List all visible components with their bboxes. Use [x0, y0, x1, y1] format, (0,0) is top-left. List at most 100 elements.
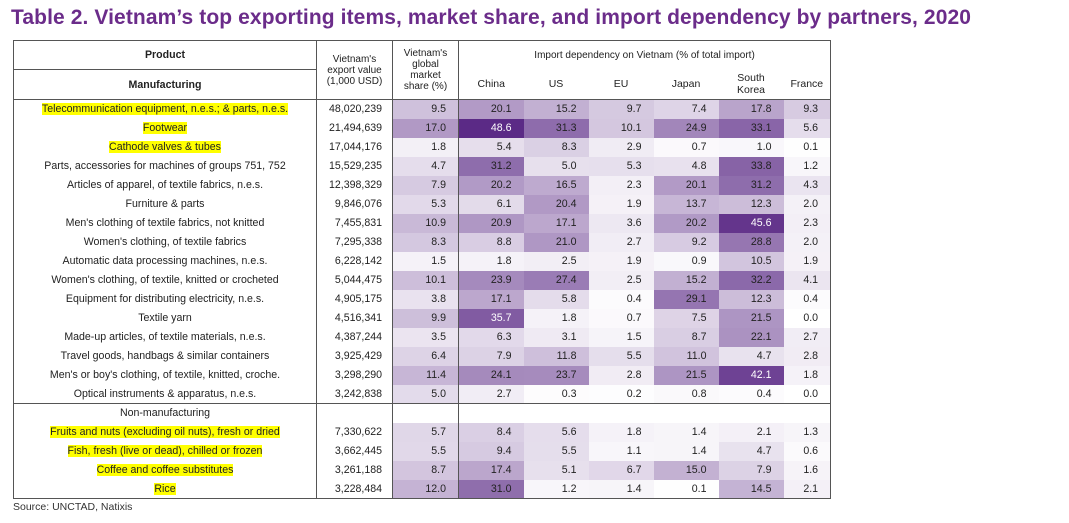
dependency-cell: 23.9: [458, 270, 524, 290]
dependency-cell: 1.3: [783, 422, 832, 442]
market-share-cell: 10.9: [392, 213, 459, 233]
dependency-cell: 0.7: [653, 137, 719, 157]
table-row: Travel goods, handbags & similar contain…: [13, 346, 832, 366]
dependency-cell: 4.8: [653, 156, 719, 176]
table-row: Parts, accessories for machines of group…: [13, 156, 832, 176]
dependency-cell: 2.7: [783, 327, 832, 347]
dependency-cell: 33.8: [718, 156, 784, 176]
table-title: Table 2. Vietnam’s top exporting items, …: [11, 6, 972, 29]
market-share-cell: 5.7: [392, 422, 459, 442]
header-partner-japan: Japan: [653, 69, 719, 100]
product-cell: Fish, fresh (live or dead), chilled or f…: [13, 441, 317, 461]
dependency-cell: 32.2: [718, 270, 784, 290]
dependency-cell: 0.0: [783, 308, 832, 328]
dependency-cell: 5.5: [523, 441, 589, 461]
export-value-cell: 6,228,142: [316, 251, 393, 271]
product-cell: Rice: [13, 479, 317, 499]
dependency-cell: 8.3: [523, 137, 589, 157]
empty-cell: [392, 403, 459, 423]
section-manufacturing: Manufacturing: [13, 69, 317, 100]
dependency-cell: 1.8: [523, 308, 589, 328]
dependency-cell: 15.0: [653, 460, 719, 480]
header-partner-china: China: [458, 69, 524, 100]
market-share-cell: 11.4: [392, 365, 459, 385]
dependency-cell: 9.4: [458, 441, 524, 461]
dependency-cell: 42.1: [718, 365, 784, 385]
dependency-cell: 2.7: [458, 384, 524, 404]
table-row: Fruits and nuts (excluding oil nuts), fr…: [13, 422, 832, 442]
dependency-cell: 31.0: [458, 479, 524, 499]
data-table: Product Vietnam's export value (1,000 US…: [13, 40, 832, 499]
table-row: Men's clothing of textile fabrics, not k…: [13, 213, 832, 233]
product-name: Men's or boy's clothing, of textile, kni…: [49, 369, 281, 381]
product-cell: Furniture & parts: [13, 194, 317, 214]
market-share-cell: 7.9: [392, 175, 459, 195]
dependency-cell: 1.8: [783, 365, 832, 385]
header-partner-france: France: [783, 69, 832, 100]
dependency-cell: 1.4: [588, 479, 654, 499]
dependency-cell: 48.6: [458, 118, 524, 138]
dependency-cell: 2.3: [588, 175, 654, 195]
product-cell: Equipment for distributing electricity, …: [13, 289, 317, 309]
dependency-cell: 17.8: [718, 99, 784, 119]
product-cell: Fruits and nuts (excluding oil nuts), fr…: [13, 422, 317, 442]
export-value-cell: 3,925,429: [316, 346, 393, 366]
dependency-cell: 2.9: [588, 137, 654, 157]
dependency-cell: 5.4: [458, 137, 524, 157]
product-cell: Telecommunication equipment, n.e.s.; & p…: [13, 99, 317, 119]
dependency-cell: 6.3: [458, 327, 524, 347]
dependency-cell: 7.9: [458, 346, 524, 366]
market-share-cell: 3.8: [392, 289, 459, 309]
table-row: Coffee and coffee substitutes 3,261,188 8.…: [13, 460, 832, 480]
export-value-cell: 3,261,188: [316, 460, 393, 480]
export-value-cell: 3,242,838: [316, 384, 393, 404]
dependency-cell: 8.8: [458, 232, 524, 252]
market-share-cell: 10.1: [392, 270, 459, 290]
market-share-cell: 5.3: [392, 194, 459, 214]
dependency-cell: 1.9: [588, 251, 654, 271]
product-name: Telecommunication equipment, n.e.s.; & p…: [41, 103, 289, 116]
product-name: Made-up articles, of textile materials, …: [64, 331, 266, 343]
product-name: Automatic data processing machines, n.e.…: [62, 255, 268, 267]
dependency-cell: 24.1: [458, 365, 524, 385]
dependency-cell: 21.5: [653, 365, 719, 385]
market-share-cell: 12.0: [392, 479, 459, 499]
source-note: Source: UNCTAD, Natixis: [13, 501, 133, 513]
table-row: Rice 3,228,484 12.0 31.0 1.2 1.4 0.1 14.5 2.1: [13, 479, 832, 499]
market-share-cell: 5.5: [392, 441, 459, 461]
export-value-cell: 17,044,176: [316, 137, 393, 157]
dependency-cell: 20.4: [523, 194, 589, 214]
dependency-cell: 1.5: [588, 327, 654, 347]
dependency-cell: 28.8: [718, 232, 784, 252]
dependency-cell: 1.9: [588, 194, 654, 214]
table-row: Textile yarn 4,516,341 9.9 35.7 1.8 0.7 7.5 21.…: [13, 308, 832, 328]
dependency-cell: 0.4: [718, 384, 784, 404]
product-cell: Textile yarn: [13, 308, 317, 328]
header-partner-us: US: [523, 69, 589, 100]
dependency-cell: 0.4: [588, 289, 654, 309]
dependency-cell: 21.5: [718, 308, 784, 328]
market-share-cell: 8.3: [392, 232, 459, 252]
dependency-cell: 20.1: [653, 175, 719, 195]
dependency-cell: 3.1: [523, 327, 589, 347]
header-export-value: Vietnam's export value (1,000 USD): [316, 40, 393, 100]
dependency-cell: 5.6: [783, 118, 832, 138]
table-row: Women's clothing, of textile, knitted or…: [13, 270, 832, 290]
dependency-cell: 7.5: [653, 308, 719, 328]
product-cell: Men's clothing of textile fabrics, not k…: [13, 213, 317, 233]
product-name: Women's clothing, of textile fabrics: [83, 236, 247, 248]
table-row: Cathode valves & tubes 17,044,176 1.8 5.4 8.…: [13, 137, 832, 157]
product-name: Footwear: [142, 122, 188, 134]
table-row: Men's or boy's clothing, of textile, kni…: [13, 365, 832, 385]
dependency-cell: 0.1: [653, 479, 719, 499]
product-name: Rice: [154, 482, 176, 495]
dependency-cell: 2.5: [588, 270, 654, 290]
market-share-cell: 8.7: [392, 460, 459, 480]
dependency-cell: 7.4: [653, 99, 719, 119]
product-name: Parts, accessories for machines of group…: [44, 160, 286, 172]
product-cell: Women's clothing, of textile fabrics: [13, 232, 317, 252]
dependency-cell: 17.4: [458, 460, 524, 480]
empty-cell: [458, 403, 832, 423]
dependency-cell: 21.0: [523, 232, 589, 252]
dependency-cell: 1.2: [783, 156, 832, 176]
